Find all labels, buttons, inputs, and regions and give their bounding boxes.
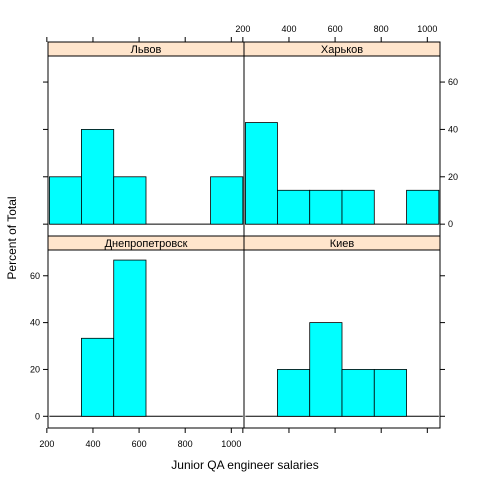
histogram-bar-3-2: [309, 189, 343, 225]
y-tick-label-right-top-3: 60: [448, 77, 458, 87]
histogram-bar-2-2: [113, 176, 147, 225]
x-tick-label-bottom-left-2: 600: [132, 439, 147, 449]
histogram-bar-2-5: [210, 176, 244, 225]
x-tick-label-bottom-left-1: 400: [85, 439, 100, 449]
histogram-bar-1-1: [277, 369, 311, 417]
y-tick-label-right-top-2: 40: [448, 124, 458, 134]
histogram-bar-1-4: [373, 369, 407, 417]
histogram-bar-3-0: [244, 122, 278, 225]
y-tick-label-right-top-1: 20: [448, 172, 458, 182]
y-tick-label-left-bottom-0: 0: [35, 411, 40, 421]
y-tick-label-left-bottom-3: 60: [30, 271, 40, 281]
histogram-bar-0-2: [113, 259, 147, 417]
histogram-bar-3-1: [277, 189, 311, 225]
panels-group: Днепропетровск Киев Львов Харьков: [47, 41, 441, 429]
panel-strip-label-3: Харьков: [321, 44, 363, 56]
y-axis-title: Percent of Total: [5, 196, 19, 279]
x-tick-label-bottom-left-4: 1000: [221, 439, 241, 449]
x-tick-label-top-right-4: 1000: [417, 24, 437, 34]
histogram-bar-3-5: [406, 189, 440, 225]
histogram-bar-1-2: [309, 322, 343, 417]
x-tick-label-bottom-left-3: 800: [178, 439, 193, 449]
histogram-bar-1-3: [341, 369, 375, 417]
x-tick-label-top-right-1: 400: [281, 24, 296, 34]
panel-frame-3: [243, 55, 441, 237]
x-axis-title: Junior QA engineer salaries: [171, 458, 318, 472]
histogram-bar-3-3: [341, 189, 375, 225]
x-tick-label-top-right-3: 800: [374, 24, 389, 34]
y-tick-label-left-bottom-1: 20: [30, 364, 40, 374]
x-tick-label-top-right-0: 200: [235, 24, 250, 34]
y-tick-label-left-bottom-2: 40: [30, 318, 40, 328]
histogram-bar-2-0: [48, 176, 82, 225]
panel-strip-label-0: Днепропетровск: [105, 238, 188, 250]
histogram-bar-0-1: [81, 337, 115, 417]
panel-frame-1: [243, 249, 441, 429]
panel-strip-label-2: Львов: [131, 44, 162, 56]
y-tick-label-right-top-0: 0: [448, 219, 453, 229]
panel-strip-label-1: Киев: [330, 238, 355, 250]
x-tick-label-top-right-2: 600: [328, 24, 343, 34]
x-tick-label-bottom-left-0: 200: [39, 439, 54, 449]
histogram-bar-2-1: [81, 129, 115, 225]
